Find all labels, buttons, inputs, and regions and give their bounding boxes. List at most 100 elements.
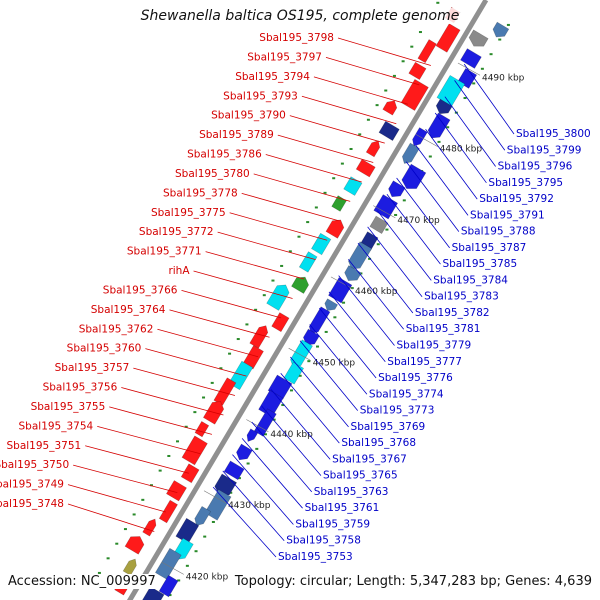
label-leader-line <box>181 290 282 319</box>
kbp-tick-label: 4420 kbp <box>186 572 229 582</box>
label-leader-line <box>434 112 487 184</box>
gene-feature-red <box>408 61 427 81</box>
label-leader-line <box>454 80 506 151</box>
gene-feature-gray <box>369 215 389 234</box>
gene-label-right: Sbal195_3767 <box>332 453 407 465</box>
label-leader-line <box>222 470 285 541</box>
label-leader-line <box>270 389 331 460</box>
gc-track-dot <box>219 367 223 370</box>
gene-label-left: Sbal195_3798 <box>259 32 334 44</box>
label-leader-line <box>277 134 374 163</box>
label-leader-line <box>463 63 515 135</box>
tick-line <box>373 205 396 219</box>
gene-feature-blue <box>236 443 253 461</box>
gc-track-dot <box>263 433 267 436</box>
gene-label-left: Sbal195_3790 <box>211 110 286 122</box>
gc-track-dot <box>272 418 276 421</box>
label-leader-line <box>251 421 313 493</box>
topology-text: Topology: circular; Length: 5,347,283 bp… <box>234 574 592 589</box>
gc-track-dot <box>185 564 189 567</box>
gc-track-dot <box>246 462 250 465</box>
label-leader-line <box>328 291 386 363</box>
label-leader-line <box>348 259 405 330</box>
gc-track-dot <box>184 425 188 428</box>
gene-label-left: Sbal195_3754 <box>19 420 94 432</box>
label-leader-line <box>357 242 414 314</box>
gene-label-right: Sbal195_3791 <box>470 209 545 221</box>
label-leader-line <box>301 95 397 125</box>
gene-feature-cyan <box>298 251 318 273</box>
gene-label-left: Sbal195_3797 <box>247 51 322 63</box>
label-leader-line <box>376 210 432 281</box>
gc-track-dot <box>237 477 241 480</box>
gene-feature-blue <box>328 277 353 304</box>
label-leader-line <box>97 425 201 455</box>
label-leader-line <box>253 173 351 202</box>
gene-label-left: rihA <box>168 265 190 277</box>
label-leader-line <box>299 340 359 411</box>
label-leader-line <box>121 387 224 416</box>
label-leader-line <box>212 486 277 558</box>
gene-feature-red <box>158 499 178 524</box>
gene-label-right: Sbal195_3761 <box>305 502 380 514</box>
gc-track-dot <box>323 191 327 194</box>
label-leader-line <box>217 231 316 261</box>
gene-feature-red <box>271 312 290 333</box>
label-leader-line <box>169 309 270 338</box>
gene-label-right: Sbal195_3785 <box>442 258 517 270</box>
kbp-tick-label: 4470 kbp <box>397 216 440 226</box>
gene-label-right: Sbal195_3758 <box>286 535 361 547</box>
gene-label-left: Sbal195_3793 <box>223 90 298 102</box>
gc-track-dot <box>332 177 336 180</box>
label-leader-line <box>261 405 322 476</box>
gc-track-dot <box>158 469 162 472</box>
gene-label-left: Sbal195_3794 <box>235 71 310 83</box>
label-leader-line <box>157 328 259 358</box>
gc-track-dot <box>193 411 197 414</box>
gene-feature-blue <box>460 48 482 69</box>
gc-track-dot <box>236 338 240 341</box>
gene-label-left: Sbal195_3756 <box>43 382 118 394</box>
gc-track-dot <box>349 147 353 150</box>
gene-feature-navy <box>378 120 400 141</box>
gene-feature-steel <box>154 547 182 580</box>
gene-feature-red <box>435 23 461 53</box>
gene-label-left: Sbal195_3751 <box>6 440 81 452</box>
gene-feature-cyan <box>311 232 332 256</box>
gene-feature-steel <box>492 21 510 38</box>
gene-feature-red <box>142 518 157 537</box>
gc-track-dot <box>333 316 337 319</box>
gene-feature-red <box>124 536 145 555</box>
gc-track-dot <box>314 206 318 209</box>
gene-feature-steel <box>204 489 232 521</box>
gc-track-dot <box>480 67 484 70</box>
gene-feature-blue <box>253 408 277 437</box>
gc-track-dot <box>394 213 398 216</box>
gene-feature-blue <box>388 180 406 198</box>
gc-track-dot <box>194 550 198 553</box>
gc-track-dot <box>255 447 259 450</box>
gene-label-right: Sbal195_3788 <box>461 226 536 238</box>
gc-track-dot <box>132 513 136 516</box>
gc-track-dot <box>297 235 301 238</box>
gc-track-dot <box>358 133 362 136</box>
gene-feature-blue <box>303 328 320 346</box>
gc-track-dot <box>489 53 493 56</box>
label-leader-line <box>405 161 460 232</box>
gc-track-dot <box>123 528 127 531</box>
kbp-tick-label: 4480 kbp <box>440 145 483 155</box>
gene-label-left: Sbal195_3789 <box>199 129 274 141</box>
gene-feature-blue <box>223 460 245 481</box>
gene-label-right: Sbal195_3781 <box>406 323 481 335</box>
gene-feature-red <box>180 463 200 484</box>
gene-label-right: Sbal195_3784 <box>433 274 508 286</box>
gc-track-dot <box>392 74 396 77</box>
tick-line <box>457 62 481 76</box>
gene-label-right: Sbal195_3753 <box>278 551 353 563</box>
gc-track-dot <box>498 38 502 41</box>
gc-track-dot <box>437 140 441 143</box>
gc-track-dot <box>306 221 310 224</box>
label-leader-line <box>145 348 247 377</box>
gc-track-dot <box>271 279 275 282</box>
gene-feature-red <box>194 420 210 438</box>
